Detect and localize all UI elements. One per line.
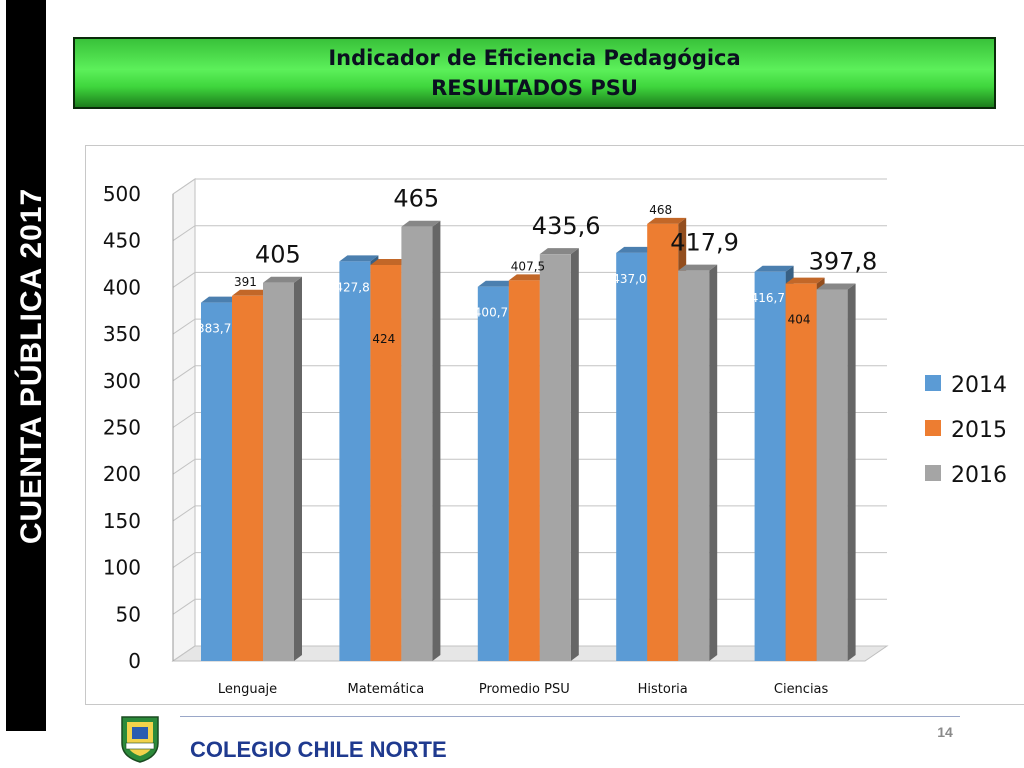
side-bar: CUENTA PÚBLICA 2017 bbox=[6, 0, 48, 731]
bar-2014-3 bbox=[616, 252, 648, 661]
school-crest-icon bbox=[121, 716, 159, 763]
bar-side bbox=[709, 264, 718, 661]
legend-swatch-2015 bbox=[925, 420, 941, 436]
bar-2014-0 bbox=[201, 302, 232, 661]
legend-label: 2015 bbox=[951, 418, 1007, 443]
data-label-2015: 391 bbox=[234, 275, 257, 289]
y-tick-label: 250 bbox=[103, 416, 141, 440]
legend-swatch-2016 bbox=[925, 465, 941, 481]
x-category-label: Lenguaje bbox=[218, 682, 277, 697]
bar-2014-4 bbox=[754, 271, 786, 661]
y-tick-label: 300 bbox=[103, 369, 141, 393]
y-tick-label: 450 bbox=[103, 229, 141, 253]
bar-2015-4 bbox=[785, 283, 817, 661]
y-tick-label: 200 bbox=[103, 462, 141, 486]
data-label-2016: 405 bbox=[255, 241, 301, 269]
bar-2016-4 bbox=[816, 289, 848, 661]
data-label-2016: 417,9 bbox=[670, 229, 739, 257]
data-label-2014: 427,8 bbox=[335, 280, 369, 294]
bar-2015-2 bbox=[508, 280, 540, 661]
bar-top bbox=[539, 248, 579, 255]
title-banner: Indicador de Eficiencia Pedagógica RESUL… bbox=[73, 37, 996, 109]
x-category-label: Matemática bbox=[348, 682, 425, 697]
page-subtitle: RESULTADOS PSU bbox=[431, 76, 638, 100]
bar-top bbox=[201, 296, 240, 303]
y-tick-label: 50 bbox=[116, 602, 141, 626]
bar-2015-1 bbox=[370, 264, 402, 661]
y-tick-label: 100 bbox=[103, 556, 141, 580]
bar-2016-2 bbox=[539, 254, 571, 661]
school-name: COLEGIO CHILE NORTE bbox=[190, 737, 447, 762]
bar-chart: 0 50 100 150 200 250 300 350 400 450 500 383,7 391 40… bbox=[85, 145, 1024, 705]
side-label: CUENTA PÚBLICA 2017 bbox=[15, 187, 48, 545]
bar-top bbox=[401, 220, 441, 227]
bar-2016-0 bbox=[263, 282, 294, 661]
bar-2015-3 bbox=[647, 223, 679, 661]
bar-top bbox=[754, 265, 794, 272]
data-label-2015: 468 bbox=[649, 203, 672, 217]
x-category-label: Ciencias bbox=[774, 682, 829, 697]
data-label-2015: 407,5 bbox=[511, 259, 545, 273]
bar-top bbox=[616, 246, 656, 253]
gridline bbox=[172, 178, 887, 195]
data-label-2014: 416,7 bbox=[751, 291, 785, 305]
bar-top bbox=[339, 255, 379, 262]
bar-2016-1 bbox=[401, 226, 433, 661]
y-tick-label: 500 bbox=[103, 182, 141, 206]
bar-side bbox=[294, 276, 302, 661]
data-label-2015: 424 bbox=[372, 332, 395, 346]
page-title: Indicador de Eficiencia Pedagógica bbox=[328, 46, 741, 70]
data-label-2015: 404 bbox=[788, 313, 811, 327]
y-tick-label: 150 bbox=[103, 509, 141, 533]
data-label-2016: 465 bbox=[393, 185, 439, 213]
legend-label: 2016 bbox=[951, 463, 1007, 488]
data-label-2016: 397,8 bbox=[809, 247, 878, 275]
bar-2015-0 bbox=[232, 295, 263, 661]
chart-container: 0 50 100 150 200 250 300 350 400 450 500 383,7 391 40… bbox=[85, 145, 1024, 705]
data-label-2014: 383,7 bbox=[197, 322, 231, 336]
bar-side bbox=[432, 220, 441, 661]
legend-swatch-2014 bbox=[925, 375, 941, 391]
bar-top bbox=[232, 289, 271, 296]
y-tick-label: 350 bbox=[103, 322, 141, 346]
bar-top bbox=[508, 274, 548, 281]
data-label-2016: 435,6 bbox=[532, 212, 601, 240]
bar-top bbox=[647, 217, 687, 224]
bar-top bbox=[263, 276, 302, 283]
bar-top bbox=[370, 258, 410, 265]
page-number: 14 bbox=[937, 724, 953, 740]
bar-2014-2 bbox=[477, 286, 509, 661]
data-label-2014: 400,7 bbox=[474, 306, 508, 320]
y-tick-label: 400 bbox=[103, 275, 141, 299]
bar-side bbox=[570, 248, 579, 661]
footer-divider bbox=[180, 716, 960, 717]
x-category-label: Historia bbox=[638, 682, 688, 697]
y-tick-label: 0 bbox=[128, 649, 141, 673]
bar-top bbox=[816, 283, 856, 290]
bar-top bbox=[678, 264, 718, 271]
bar-side bbox=[847, 283, 856, 661]
x-category-label: Promedio PSU bbox=[479, 682, 570, 697]
legend-label: 2014 bbox=[951, 373, 1007, 398]
bar-top bbox=[785, 277, 825, 284]
bar-2014-1 bbox=[339, 261, 371, 661]
bar-top bbox=[477, 280, 517, 287]
bar-2016-3 bbox=[678, 270, 710, 661]
data-label-2014: 437,0 bbox=[612, 272, 646, 286]
